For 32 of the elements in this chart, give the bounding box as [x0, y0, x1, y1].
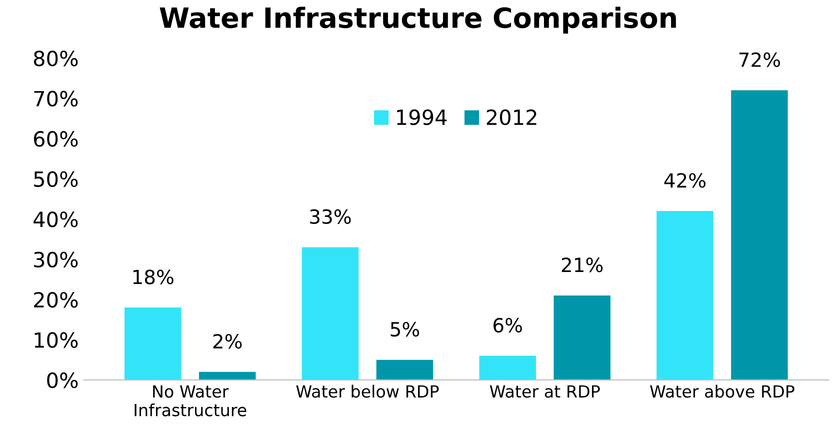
data-label: 2%: [213, 334, 242, 349]
bar: [124, 308, 182, 380]
y-tick-label: 50%: [34, 171, 78, 188]
data-label: 6%: [494, 318, 522, 333]
x-tick-label: Water below RDP: [296, 384, 439, 398]
y-tick-label: 60%: [34, 131, 78, 147]
y-tick-label: 20%: [34, 292, 78, 308]
bar: [554, 295, 610, 380]
bar: [731, 90, 788, 380]
bar: [656, 210, 714, 380]
x-tick-label: Water above RDP: [650, 384, 794, 398]
legend-label: 1994: [397, 109, 447, 126]
bar: [302, 247, 359, 380]
data-label: 5%: [390, 322, 420, 337]
y-tick-label: 40%: [34, 211, 78, 228]
data-label: 42%: [664, 173, 706, 188]
data-label: 21%: [562, 258, 603, 272]
y-tick-label: 70%: [34, 90, 78, 107]
y-tick-label: 0%: [47, 372, 78, 388]
bar: [198, 372, 256, 380]
y-tick-label: 80%: [34, 50, 78, 66]
data-label: 72%: [739, 52, 780, 68]
bar: [479, 356, 536, 380]
x-tick-label: Water at RDP: [490, 385, 600, 398]
data-label: 33%: [310, 209, 351, 224]
legend-label: 2012: [486, 109, 536, 126]
y-tick-label: 30%: [34, 252, 78, 268]
data-label: 18%: [133, 270, 174, 284]
y-tick-label: 10%: [34, 332, 78, 348]
bar: [376, 360, 434, 380]
chart-title: Water Infrastructure Comparison: [160, 6, 676, 34]
x-tick-label: No Water Infrastructure: [134, 385, 246, 416]
